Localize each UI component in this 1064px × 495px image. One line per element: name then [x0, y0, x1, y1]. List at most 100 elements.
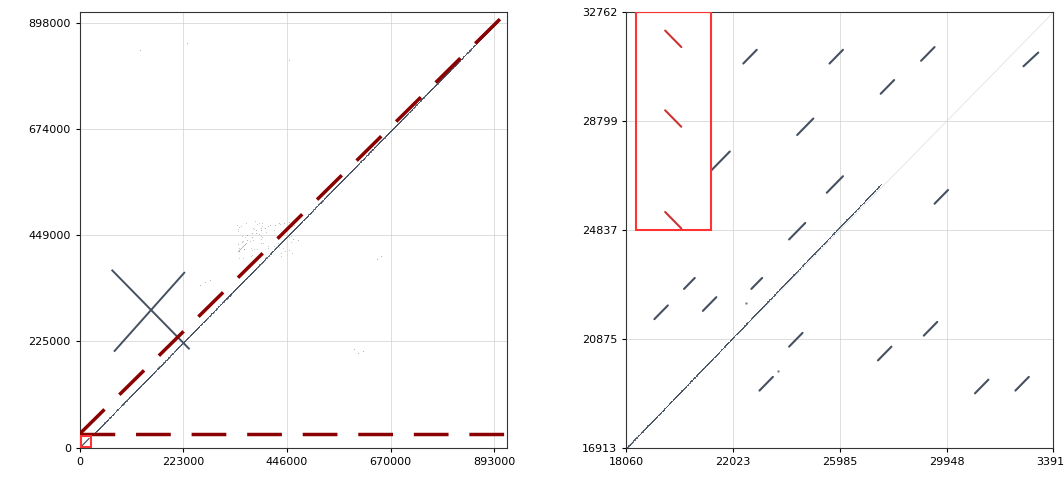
Point — [172, 341, 189, 348]
Point — [767, 289, 784, 297]
Point — [782, 273, 799, 281]
Point — [826, 228, 843, 236]
Point — [222, 290, 239, 297]
Point — [97, 418, 114, 426]
Point — [738, 319, 755, 327]
Point — [250, 262, 267, 270]
Point — [128, 387, 145, 395]
Point — [456, 51, 473, 59]
Point — [312, 198, 329, 206]
Point — [436, 72, 453, 80]
Point — [811, 244, 828, 252]
Point — [445, 62, 462, 70]
Point — [449, 59, 466, 67]
Point — [136, 378, 153, 386]
Point — [486, 20, 503, 28]
Point — [360, 149, 377, 157]
Point — [427, 81, 444, 89]
Point — [163, 350, 180, 358]
Point — [636, 425, 653, 433]
Point — [405, 103, 422, 111]
Point — [432, 76, 449, 84]
Point — [345, 345, 362, 352]
Point — [867, 186, 884, 194]
Point — [485, 22, 502, 30]
Point — [626, 436, 643, 444]
Point — [629, 433, 646, 441]
Point — [828, 227, 845, 235]
Point — [106, 409, 123, 417]
Point — [693, 366, 710, 374]
Point — [136, 378, 153, 386]
Point — [263, 248, 280, 256]
Point — [656, 404, 674, 412]
Point — [733, 325, 750, 333]
Point — [744, 313, 761, 321]
Point — [228, 284, 245, 292]
Point — [118, 396, 135, 404]
Point — [252, 259, 269, 267]
Point — [342, 168, 359, 176]
Point — [795, 260, 812, 268]
Point — [473, 34, 491, 42]
Point — [221, 291, 238, 298]
Point — [138, 376, 155, 384]
Point — [244, 268, 261, 276]
Point — [442, 66, 459, 74]
Point — [704, 354, 721, 362]
Point — [349, 160, 366, 168]
Point — [313, 198, 330, 205]
Point — [825, 230, 842, 238]
Point — [266, 245, 283, 253]
Point — [234, 278, 251, 286]
Point — [265, 247, 282, 254]
Point — [275, 236, 292, 244]
Point — [227, 285, 244, 293]
Point — [327, 184, 344, 192]
Point — [383, 126, 400, 134]
Point — [845, 209, 862, 217]
Point — [173, 340, 190, 348]
Point — [317, 194, 334, 201]
Point — [285, 226, 302, 234]
Point — [782, 274, 799, 282]
Point — [110, 405, 127, 413]
Point — [105, 409, 122, 417]
Point — [772, 285, 789, 293]
Point — [132, 382, 149, 390]
Point — [276, 236, 293, 244]
Point — [403, 105, 420, 113]
Point — [148, 365, 165, 373]
Point — [180, 333, 197, 341]
Point — [364, 146, 381, 153]
Point — [251, 260, 268, 268]
Point — [221, 291, 238, 299]
Point — [734, 324, 751, 332]
Point — [277, 235, 294, 243]
Point — [444, 64, 461, 72]
Point — [304, 206, 321, 214]
Point — [353, 156, 370, 164]
Point — [822, 232, 839, 240]
Point — [830, 224, 847, 232]
Point — [760, 297, 777, 304]
Point — [423, 85, 440, 93]
Point — [150, 363, 167, 371]
Point — [619, 443, 636, 450]
Point — [847, 207, 864, 215]
Point — [342, 168, 359, 176]
Point — [160, 354, 177, 362]
Point — [156, 357, 173, 365]
Point — [132, 382, 149, 390]
Point — [855, 198, 872, 206]
Point — [149, 364, 166, 372]
Point — [358, 151, 375, 159]
Point — [122, 392, 139, 400]
Point — [265, 246, 282, 254]
Point — [85, 430, 102, 438]
Point — [691, 369, 708, 377]
Point — [227, 285, 244, 293]
Point — [710, 349, 727, 357]
Point — [814, 241, 831, 249]
Point — [769, 287, 786, 295]
